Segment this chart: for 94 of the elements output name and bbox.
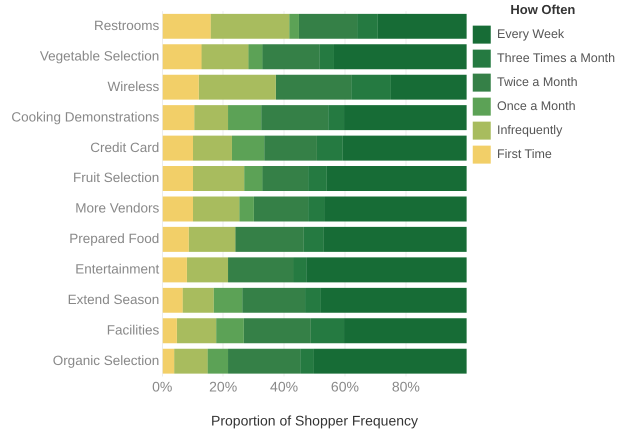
bar	[254, 196, 308, 222]
legend-label: Once a Month	[497, 99, 576, 114]
bar	[216, 318, 244, 344]
bar	[328, 105, 344, 130]
bar	[162, 136, 194, 161]
bar	[186, 257, 228, 282]
bar	[378, 14, 467, 39]
bar	[334, 44, 467, 70]
bar	[228, 348, 300, 374]
bar	[262, 166, 308, 192]
bar	[193, 196, 240, 222]
bar	[320, 44, 334, 70]
bar	[289, 14, 299, 39]
x-tick-label: 0%	[152, 378, 172, 395]
bar	[239, 196, 254, 222]
bar	[298, 14, 358, 39]
y-tick-label: Facilities	[106, 322, 160, 338]
bar	[351, 74, 391, 100]
bar	[162, 257, 187, 282]
legend-label: Three Times a Month	[497, 51, 616, 66]
bar	[344, 318, 467, 344]
bar	[304, 226, 324, 252]
bar	[162, 105, 194, 130]
bar	[162, 226, 189, 252]
y-tick-label: Credit Card	[90, 140, 160, 155]
bar	[193, 136, 232, 161]
y-tick-label: Cooking Demonstrations	[11, 109, 160, 124]
bar	[244, 166, 262, 192]
bar	[162, 288, 183, 313]
bar	[324, 196, 467, 222]
y-tick-label: Wireless	[107, 78, 160, 94]
x-tick-label: 20%	[209, 378, 238, 395]
bar	[162, 14, 211, 39]
bar	[210, 14, 290, 39]
bar	[244, 318, 311, 344]
bar	[305, 288, 321, 313]
x-tick-label: 40%	[270, 378, 298, 395]
bar	[276, 74, 352, 100]
bar	[310, 318, 344, 344]
bar	[198, 74, 276, 100]
bar	[261, 105, 328, 130]
legend-label: Every Week	[497, 27, 565, 42]
y-tick-label: Organic Selection	[52, 352, 160, 368]
bar	[174, 348, 208, 374]
bar	[357, 14, 378, 39]
y-tick-label: Fruit Selection	[72, 170, 160, 186]
bar	[194, 105, 228, 130]
bar	[242, 288, 306, 313]
x-axis-title: Proportion of Shopper Frequency	[210, 412, 418, 428]
bar	[264, 136, 317, 161]
legend-title: How Often	[510, 2, 576, 18]
bar	[248, 44, 262, 70]
bar	[300, 348, 314, 374]
x-tick-label: 60%	[330, 378, 359, 395]
y-tick-label: Restrooms	[94, 18, 160, 34]
bar	[228, 257, 294, 282]
bar	[193, 166, 244, 192]
bar	[316, 136, 343, 161]
bar	[308, 166, 327, 192]
bar	[228, 105, 262, 130]
legend-label: Infrequently	[497, 123, 564, 138]
bar	[162, 166, 194, 192]
bar	[344, 105, 467, 130]
bar	[232, 136, 264, 161]
bar	[306, 257, 467, 282]
legend-label: First Time	[497, 147, 552, 162]
bar	[202, 44, 248, 70]
bar	[214, 288, 242, 313]
y-tick-label: Entertainment	[75, 262, 160, 277]
bar	[176, 318, 216, 344]
bar	[162, 44, 202, 70]
x-tick-label: 80%	[392, 378, 420, 395]
bar	[390, 74, 467, 100]
y-tick-label: More Vendors	[75, 200, 160, 216]
legend-label: Twice a Month	[497, 75, 578, 90]
bar	[326, 166, 467, 192]
bar	[293, 257, 306, 282]
bar	[342, 136, 467, 161]
bar	[162, 74, 199, 100]
bar	[188, 226, 236, 252]
bar	[235, 226, 304, 252]
y-tick-label: Extend Season	[68, 292, 160, 308]
bar	[320, 288, 467, 313]
bar	[314, 348, 467, 374]
bar	[308, 196, 325, 222]
bar	[182, 288, 214, 313]
bar	[162, 318, 177, 344]
bar	[208, 348, 228, 374]
y-tick-label: Prepared Food	[69, 231, 160, 246]
bar	[262, 44, 320, 70]
y-tick-label: Vegetable Selection	[40, 48, 160, 64]
bar	[162, 348, 174, 374]
bar	[162, 196, 194, 222]
bar	[324, 226, 467, 252]
